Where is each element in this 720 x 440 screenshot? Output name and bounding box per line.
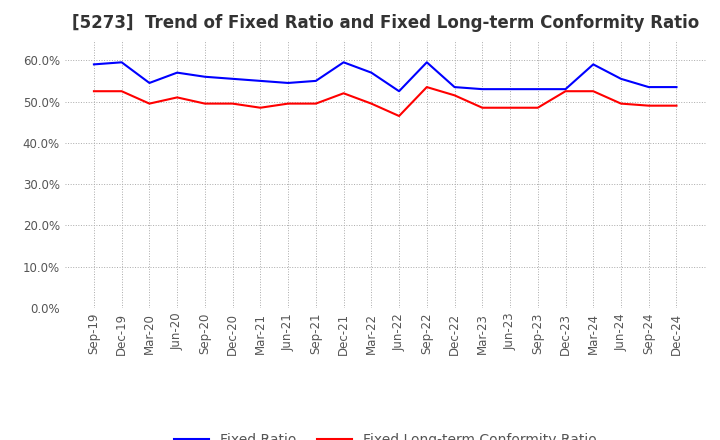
Fixed Ratio [672, 84, 681, 90]
Fixed Ratio [145, 81, 154, 86]
Fixed Ratio [312, 78, 320, 84]
Fixed Long-term Conformity Ratio [367, 101, 376, 106]
Fixed Ratio [395, 88, 403, 94]
Fixed Long-term Conformity Ratio [505, 105, 514, 110]
Fixed Ratio [534, 87, 542, 92]
Fixed Ratio [256, 78, 265, 84]
Fixed Long-term Conformity Ratio [339, 91, 348, 96]
Fixed Long-term Conformity Ratio [589, 88, 598, 94]
Line: Fixed Long-term Conformity Ratio: Fixed Long-term Conformity Ratio [94, 87, 677, 116]
Fixed Ratio [589, 62, 598, 67]
Fixed Long-term Conformity Ratio [173, 95, 181, 100]
Fixed Long-term Conformity Ratio [284, 101, 292, 106]
Fixed Long-term Conformity Ratio [228, 101, 237, 106]
Fixed Ratio [423, 60, 431, 65]
Fixed Long-term Conformity Ratio [672, 103, 681, 108]
Title: [5273]  Trend of Fixed Ratio and Fixed Long-term Conformity Ratio: [5273] Trend of Fixed Ratio and Fixed Lo… [71, 15, 699, 33]
Fixed Long-term Conformity Ratio [145, 101, 154, 106]
Fixed Ratio [89, 62, 98, 67]
Fixed Ratio [173, 70, 181, 75]
Fixed Long-term Conformity Ratio [644, 103, 653, 108]
Fixed Long-term Conformity Ratio [201, 101, 210, 106]
Fixed Ratio [450, 84, 459, 90]
Fixed Long-term Conformity Ratio [89, 88, 98, 94]
Fixed Ratio [478, 87, 487, 92]
Fixed Long-term Conformity Ratio [616, 101, 625, 106]
Fixed Ratio [228, 76, 237, 81]
Fixed Ratio [284, 81, 292, 86]
Fixed Ratio [505, 87, 514, 92]
Fixed Ratio [201, 74, 210, 79]
Line: Fixed Ratio: Fixed Ratio [94, 62, 677, 91]
Fixed Long-term Conformity Ratio [256, 105, 265, 110]
Fixed Long-term Conformity Ratio [561, 88, 570, 94]
Fixed Long-term Conformity Ratio [117, 88, 126, 94]
Fixed Long-term Conformity Ratio [478, 105, 487, 110]
Fixed Long-term Conformity Ratio [395, 114, 403, 119]
Fixed Ratio [561, 87, 570, 92]
Fixed Ratio [339, 60, 348, 65]
Fixed Long-term Conformity Ratio [423, 84, 431, 90]
Fixed Ratio [616, 76, 625, 81]
Fixed Long-term Conformity Ratio [312, 101, 320, 106]
Fixed Long-term Conformity Ratio [534, 105, 542, 110]
Fixed Long-term Conformity Ratio [450, 93, 459, 98]
Fixed Ratio [367, 70, 376, 75]
Fixed Ratio [117, 60, 126, 65]
Legend: Fixed Ratio, Fixed Long-term Conformity Ratio: Fixed Ratio, Fixed Long-term Conformity … [168, 428, 602, 440]
Fixed Ratio [644, 84, 653, 90]
